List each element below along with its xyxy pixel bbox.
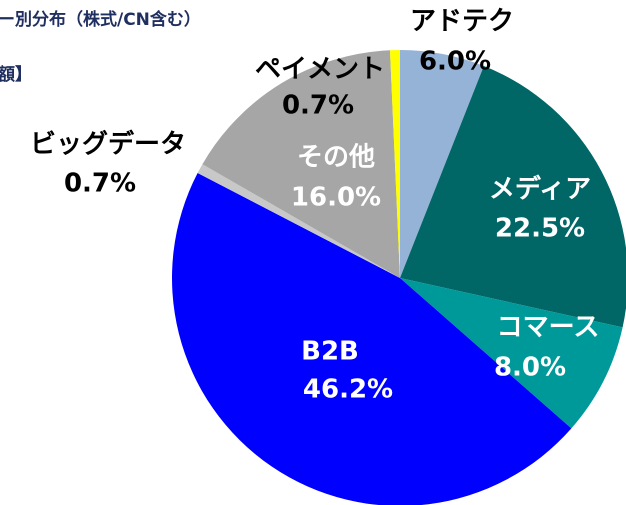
pie-slice [389, 50, 400, 278]
value-label: 0.7% [282, 91, 354, 121]
pie-slice [202, 50, 400, 279]
value-label: 8.0% [494, 353, 566, 383]
pie-slice [400, 65, 626, 328]
chart-subtitle: 額】 [0, 64, 32, 85]
value-label: 0.7% [64, 169, 136, 199]
pie-slice [400, 278, 623, 429]
chart-title: ー別分布（株式/CN含む） [0, 9, 201, 30]
pie-slice [400, 50, 484, 278]
slice-label: ペイメント [255, 55, 385, 85]
slice-label: B2B [301, 337, 359, 367]
slice-label: コマース [497, 313, 600, 343]
value-label: 22.5% [495, 214, 585, 244]
value-label: 16.0% [291, 183, 381, 213]
pie-slice [172, 172, 572, 505]
slice-label: ビッグデータ [30, 129, 186, 160]
slice-label: その他 [297, 143, 375, 173]
pie-slice [197, 164, 400, 278]
slice-label: アドテク [410, 7, 514, 37]
value-label: 6.0% [419, 47, 491, 77]
value-label: 46.2% [303, 375, 393, 405]
slice-label: メディア [489, 174, 591, 205]
